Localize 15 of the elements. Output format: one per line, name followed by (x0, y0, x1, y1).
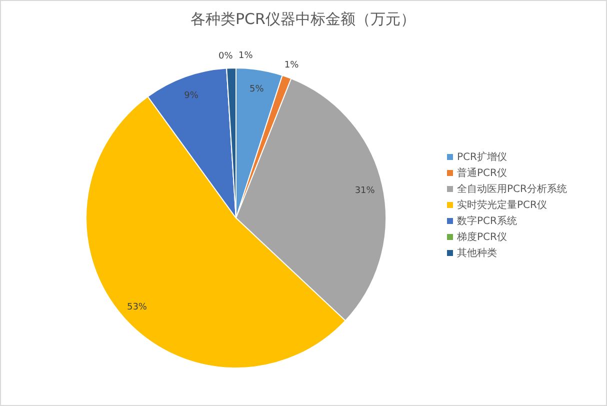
data-label: 1% (284, 60, 300, 71)
legend-label: 其他种类 (457, 247, 497, 259)
legend-label: 全自动医用PCR分析系统 (457, 183, 567, 195)
data-label: 31% (354, 186, 376, 196)
legend-label: 实时荧光定量PCR仪 (457, 199, 547, 211)
data-label: 1% (238, 51, 254, 62)
data-label: 53% (126, 302, 148, 312)
legend-label: 数字PCR系统 (457, 215, 517, 227)
legend-label: 普通PCR仪 (457, 167, 507, 179)
legend-label: 梯度PCR仪 (456, 231, 507, 243)
data-label: 9% (184, 90, 199, 101)
chart-title: 各种类PCR仪器中标金额（万元） (190, 10, 416, 28)
data-label: 5% (250, 84, 264, 95)
text: 0% (218, 51, 233, 62)
legend-label: PCR扩增仪 (457, 151, 507, 163)
